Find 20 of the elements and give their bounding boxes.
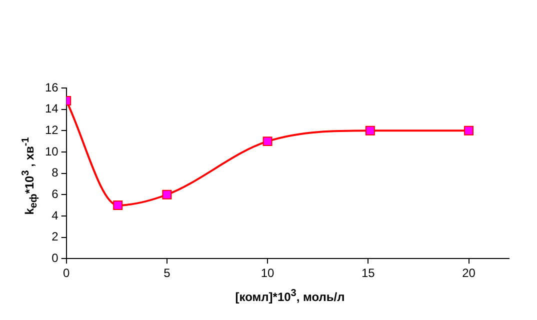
y-tick-label: 14	[44, 102, 59, 116]
y-tick-label: 6	[52, 186, 59, 201]
y-tick-label: 2	[52, 230, 59, 244]
x-tick-label: 15	[361, 266, 376, 280]
y-tick-label: 10	[44, 144, 59, 158]
point	[262, 136, 272, 146]
y-tick-label: 12	[44, 122, 59, 137]
point	[113, 200, 123, 210]
y-tick-label: 4	[52, 208, 59, 222]
point	[365, 126, 375, 136]
x-axis-title: [комл]*10$^{3}$, моль/л	[234, 288, 346, 304]
y-tick-label: 0	[52, 250, 59, 265]
x-tick-label: 0	[63, 266, 70, 280]
point	[162, 190, 172, 200]
x-tick-label: 10	[260, 266, 275, 280]
y-tick-label: 16	[44, 80, 59, 94]
x-tick-label: 5	[164, 266, 171, 280]
x-tick-label: 20	[462, 266, 476, 280]
point	[464, 126, 474, 136]
y-tick-label: 8	[52, 166, 59, 180]
